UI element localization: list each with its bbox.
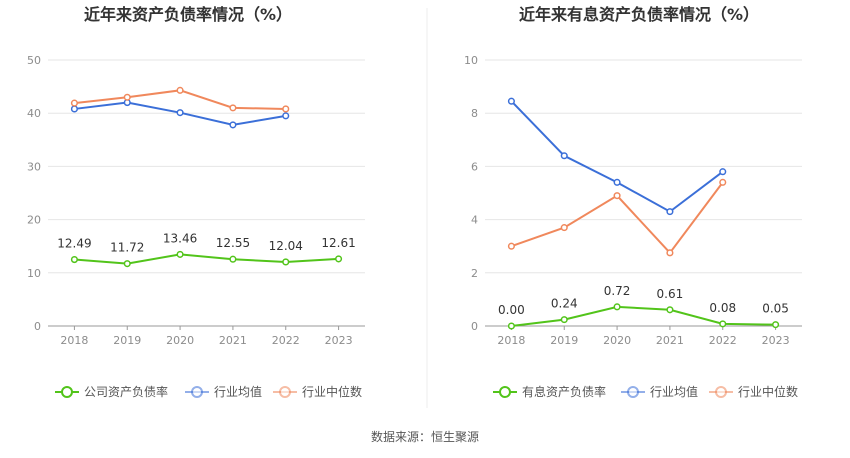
data-point (613, 192, 621, 200)
legend-item[interactable]: 行业中位数 (273, 384, 362, 399)
data-label: 13.46 (163, 231, 197, 245)
legend-label: 有息资产负债率 (522, 384, 606, 399)
x-tick-label: 2021 (219, 334, 247, 347)
y-tick-label: 4 (471, 214, 478, 227)
data-label: 11.72 (110, 241, 144, 255)
x-tick-label: 2022 (709, 334, 737, 347)
legend-item[interactable]: 行业中位数 (709, 384, 798, 399)
data-point (719, 168, 727, 176)
y-tick-label: 8 (471, 107, 478, 120)
data-point (70, 99, 78, 107)
legend-label: 行业均值 (650, 384, 698, 399)
legend-label: 行业均值 (214, 384, 262, 399)
legend-label: 行业中位数 (302, 384, 362, 399)
legend-marker (627, 386, 639, 398)
legend-item[interactable]: 有息资产负债率 (493, 384, 606, 399)
legend-marker (61, 386, 73, 398)
x-tick-label: 2023 (325, 334, 353, 347)
chart-title: 近年来资产负债率情况（%） (84, 5, 292, 24)
data-point (70, 105, 78, 113)
data-point (282, 112, 290, 120)
series-line (511, 305, 776, 327)
data-point (666, 249, 674, 257)
y-tick-label: 40 (27, 107, 41, 120)
x-tick-label: 2018 (60, 334, 88, 347)
data-point (176, 109, 184, 117)
data-point (123, 93, 131, 101)
y-tick-label: 6 (471, 160, 478, 173)
data-point (335, 255, 343, 263)
data-point (719, 320, 727, 328)
x-tick-label: 2020 (166, 334, 194, 347)
x-tick-label: 2023 (762, 334, 790, 347)
chart-title: 近年来有息资产负债率情况（%） (519, 5, 759, 24)
x-tick-label: 2019 (113, 334, 141, 347)
data-point (666, 208, 674, 216)
data-label: 12.55 (216, 236, 250, 250)
data-point (176, 250, 184, 258)
data-point (560, 316, 568, 324)
legend-item[interactable]: 行业均值 (621, 384, 698, 399)
y-tick-label: 20 (27, 214, 41, 227)
data-point (560, 224, 568, 232)
y-tick-label: 10 (464, 54, 478, 67)
legend-label: 行业中位数 (738, 384, 798, 399)
legend-marker (499, 386, 511, 398)
data-point (772, 321, 780, 329)
data-label: 12.49 (57, 237, 91, 251)
legend-item[interactable]: 行业均值 (185, 384, 262, 399)
series-1: 0.00 0.24 0.72 0.61 0.08 0.05 (498, 284, 789, 330)
legend-marker (715, 386, 727, 398)
x-tick-label: 2020 (603, 334, 631, 347)
series-1: 12.49 11.72 13.46 12.55 12.04 12.61 (57, 231, 356, 268)
legend-item[interactable]: 公司资产负债率 (55, 384, 168, 399)
data-point (70, 256, 78, 264)
data-label: 0.00 (498, 303, 525, 317)
data-point (560, 152, 568, 160)
x-tick-label: 2019 (550, 334, 578, 347)
chart-2: 近年来有息资产负债率情况（%） 0 2 4 6 8 10 2018 2019 2020 2021 20… (464, 5, 802, 399)
data-point (123, 260, 131, 268)
data-point (282, 105, 290, 113)
legend-marker (191, 386, 203, 398)
x-tick-label: 2022 (272, 334, 300, 347)
data-label: 12.04 (269, 239, 303, 253)
legend-label: 公司资产负债率 (84, 384, 168, 399)
series-3 (507, 178, 727, 257)
y-tick-label: 50 (27, 54, 41, 67)
data-point (229, 255, 237, 263)
data-source-note: 数据来源：恒生聚源 (370, 430, 479, 444)
data-point (613, 303, 621, 311)
data-label: 0.24 (551, 297, 578, 311)
data-point (507, 242, 515, 250)
data-point (613, 178, 621, 186)
data-label: 0.61 (657, 287, 684, 301)
data-point (282, 258, 290, 266)
series-3 (70, 86, 290, 113)
x-tick-label: 2021 (656, 334, 684, 347)
data-point (229, 121, 237, 129)
data-label: 0.08 (709, 301, 736, 315)
y-tick-label: 2 (471, 267, 478, 280)
data-point (507, 97, 515, 105)
y-tick-label: 10 (27, 267, 41, 280)
data-point (507, 322, 515, 330)
y-tick-label: 30 (27, 160, 41, 173)
data-point (666, 306, 674, 314)
legend-marker (279, 386, 291, 398)
x-tick-label: 2018 (497, 334, 525, 347)
data-point (176, 86, 184, 94)
y-tick-label: 0 (471, 320, 478, 333)
data-point (229, 104, 237, 112)
series-2 (70, 99, 290, 129)
data-point (719, 178, 727, 186)
series-2 (507, 97, 727, 216)
data-label: 12.61 (321, 236, 355, 250)
y-tick-label: 0 (34, 320, 41, 333)
data-label: 0.05 (762, 302, 789, 316)
chart-1: 近年来资产负债率情况（%） 0 10 20 30 40 50 2018 2019 2020 2021… (27, 5, 365, 399)
series-line (74, 253, 339, 265)
data-label: 0.72 (604, 284, 631, 298)
